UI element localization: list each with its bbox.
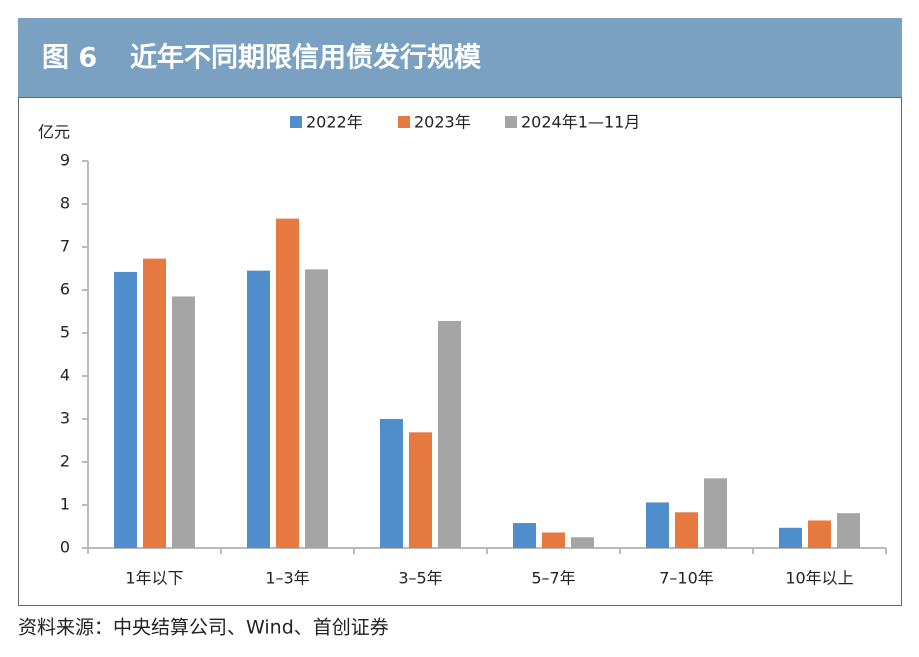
- legend-swatch: [290, 116, 302, 128]
- y-tick-label: 9: [60, 151, 70, 170]
- bar: [114, 271, 137, 548]
- bar: [646, 502, 669, 548]
- x-tick-label: 1年以下: [125, 569, 183, 588]
- bar: [542, 532, 565, 548]
- y-tick-label: 2: [60, 452, 70, 471]
- y-tick-label: 7: [60, 237, 70, 256]
- bar: [305, 269, 328, 548]
- header-band: [18, 18, 902, 97]
- bar: [808, 520, 831, 548]
- bar: [380, 419, 403, 548]
- bar: [247, 270, 270, 548]
- bar: [704, 478, 727, 548]
- y-tick-label: 1: [60, 495, 70, 514]
- bar: [675, 512, 698, 548]
- x-tick-label: 10年以上: [785, 569, 853, 588]
- y-tick-label: 6: [60, 280, 70, 299]
- bar: [409, 432, 432, 548]
- y-axis-label: 亿元: [38, 123, 70, 142]
- y-tick-label: 3: [60, 409, 70, 428]
- bar: [172, 296, 195, 548]
- bar: [779, 527, 802, 548]
- chart-frame: [18, 97, 902, 606]
- legend-label: 2022年: [306, 113, 363, 132]
- bar: [513, 523, 536, 548]
- legend-swatch: [505, 116, 517, 128]
- bar: [276, 218, 299, 548]
- bar: [438, 320, 461, 548]
- y-tick-label: 8: [60, 194, 70, 213]
- y-tick-label: 5: [60, 323, 70, 342]
- legend-label: 2024年1—11月: [521, 113, 640, 132]
- legend-swatch: [398, 116, 410, 128]
- y-tick-label: 4: [60, 366, 70, 385]
- x-tick-label: 3–5年: [398, 569, 442, 588]
- bar: [143, 258, 166, 548]
- y-tick-label: 0: [60, 538, 70, 557]
- source-note: 资料来源：中央结算公司、Wind、首创证券: [18, 617, 389, 639]
- bar: [571, 537, 594, 548]
- figure-label: 图 6: [42, 43, 97, 74]
- bar: [837, 513, 860, 548]
- x-tick-label: 5–7年: [531, 569, 575, 588]
- chart-title: 近年不同期限信用债发行规模: [130, 42, 481, 74]
- x-tick-label: 1–3年: [265, 569, 309, 588]
- legend-label: 2023年: [414, 113, 471, 132]
- x-tick-label: 7–10年: [659, 569, 714, 588]
